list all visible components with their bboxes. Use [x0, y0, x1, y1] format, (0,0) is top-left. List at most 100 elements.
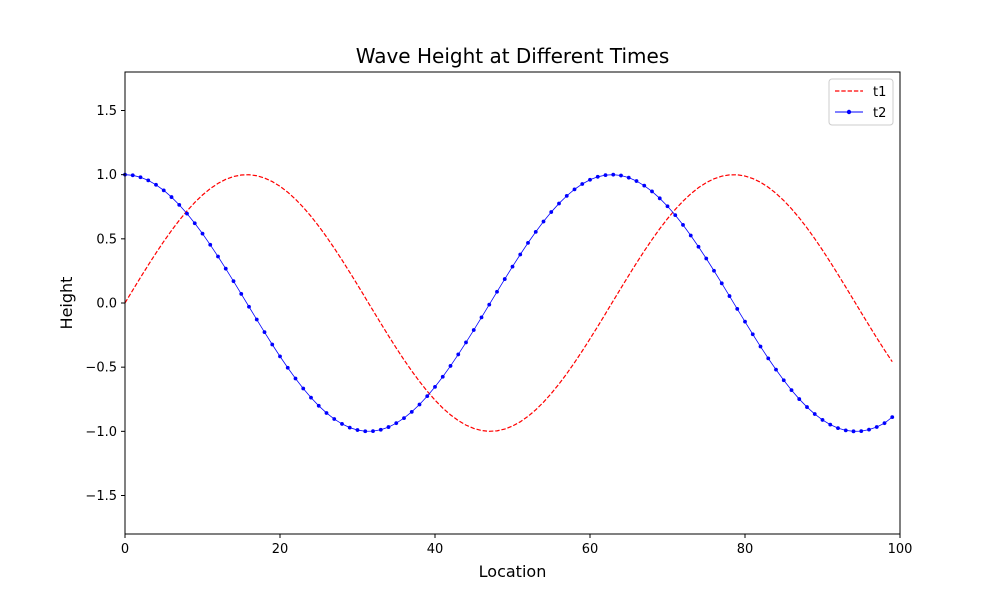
- data-point-t2: [766, 356, 771, 361]
- data-point-t2: [239, 292, 244, 296]
- y-tick-label: 0.5: [96, 232, 117, 247]
- data-point-t2: [735, 307, 740, 311]
- data-point-t2: [254, 317, 259, 322]
- y-tick-label: −0.5: [85, 361, 117, 376]
- data-point-t2: [386, 425, 391, 429]
- y-tick-label: 1.5: [96, 104, 117, 119]
- data-point-t2: [564, 193, 569, 198]
- data-point-t2: [293, 376, 298, 381]
- legend-label-t1: t1: [873, 85, 886, 100]
- data-point-t2: [177, 202, 182, 207]
- x-tick-label: 40: [427, 542, 444, 557]
- x-tick-label: 0: [121, 542, 129, 557]
- data-point-t2: [557, 201, 561, 206]
- data-point-t2: [518, 252, 523, 257]
- data-point-t2: [433, 384, 437, 389]
- data-point-t2: [425, 394, 430, 399]
- data-point-t2: [231, 279, 236, 284]
- data-point-t2: [440, 374, 445, 379]
- data-point-t2: [704, 256, 709, 261]
- y-axis-ticks: −1.5 −1.0 −0.5 0.0 0.5 1.0 1.5: [85, 104, 125, 504]
- data-point-t2: [262, 330, 267, 335]
- data-point-t2: [479, 315, 484, 320]
- data-point-t2: [820, 418, 825, 422]
- data-point-t2: [502, 277, 507, 281]
- data-point-t2: [774, 367, 778, 372]
- y-tick-label: 0.0: [96, 297, 117, 312]
- data-point-t2: [208, 242, 213, 247]
- data-point-t2: [712, 268, 716, 273]
- data-point-t2: [130, 173, 135, 178]
- data-point-t2: [642, 183, 647, 188]
- data-point-t2: [603, 173, 608, 178]
- data-point-t2: [526, 240, 530, 245]
- legend: t1 t2: [828, 78, 894, 126]
- data-point-t2: [161, 188, 166, 193]
- data-point-t2: [146, 178, 151, 183]
- data-point-t2: [727, 294, 732, 298]
- series-line-t2: [124, 174, 893, 432]
- data-point-t2: [185, 211, 189, 216]
- data-point-t2: [657, 196, 662, 201]
- data-point-t2: [750, 332, 755, 337]
- data-point-t2: [192, 221, 197, 226]
- x-tick-label: 80: [737, 542, 754, 557]
- data-point-t2: [696, 244, 701, 249]
- y-tick-label: −1.0: [85, 425, 117, 440]
- data-point-t2: [874, 425, 879, 429]
- data-point-t2: [394, 421, 399, 426]
- data-point-t2: [200, 231, 205, 236]
- data-point-t2: [851, 429, 856, 434]
- data-point-t2: [471, 328, 476, 332]
- data-point-t2: [549, 210, 554, 214]
- data-point-t2: [890, 415, 895, 420]
- data-point-t2: [316, 403, 321, 408]
- data-point-t2: [882, 421, 887, 426]
- data-point-t2: [340, 422, 344, 426]
- data-point-t2: [588, 177, 592, 182]
- data-point-t2: [681, 223, 685, 227]
- x-tick-label: 60: [582, 542, 599, 557]
- data-point-t2: [371, 429, 375, 434]
- x-tick-label: 100: [888, 542, 913, 557]
- data-point-t2: [812, 412, 817, 416]
- data-point-t2: [533, 229, 538, 234]
- data-point-t2: [867, 427, 871, 432]
- data-point-t2: [797, 397, 802, 401]
- data-point-t2: [169, 195, 174, 199]
- data-point-t2: [347, 425, 352, 430]
- data-point-t2: [495, 289, 499, 294]
- data-point-t2: [324, 411, 329, 415]
- data-point-t2: [154, 182, 158, 187]
- data-point-t2: [789, 388, 794, 392]
- data-point-t2: [626, 175, 631, 180]
- y-axis-label: Height: [57, 277, 76, 330]
- data-point-t2: [611, 172, 616, 177]
- data-point-t2: [278, 354, 282, 359]
- data-point-t2: [743, 319, 747, 324]
- data-point-t2: [859, 429, 864, 433]
- data-point-t2: [285, 365, 290, 370]
- data-point-t2: [836, 426, 840, 431]
- data-point-t2: [301, 386, 306, 391]
- data-point-t2: [572, 187, 577, 192]
- data-point-t2: [355, 428, 360, 432]
- y-tick-label: 1.0: [96, 168, 117, 183]
- data-point-t2: [138, 175, 143, 180]
- legend-marker-t2: [846, 109, 852, 115]
- data-point-t2: [510, 264, 515, 269]
- data-point-t2: [487, 302, 492, 307]
- data-point-t2: [363, 429, 368, 434]
- data-point-t2: [619, 173, 623, 178]
- series-line-t1: [124, 174, 893, 432]
- x-tick-label: 20: [272, 542, 289, 557]
- data-point-t2: [781, 378, 786, 383]
- data-point-t2: [828, 422, 833, 427]
- chart-title: Wave Height at Different Times: [356, 44, 670, 68]
- data-point-t2: [247, 304, 251, 309]
- data-point-t2: [650, 189, 654, 194]
- legend-label-t2: t2: [873, 106, 886, 121]
- data-point-t2: [216, 254, 220, 259]
- data-point-t2: [223, 266, 228, 271]
